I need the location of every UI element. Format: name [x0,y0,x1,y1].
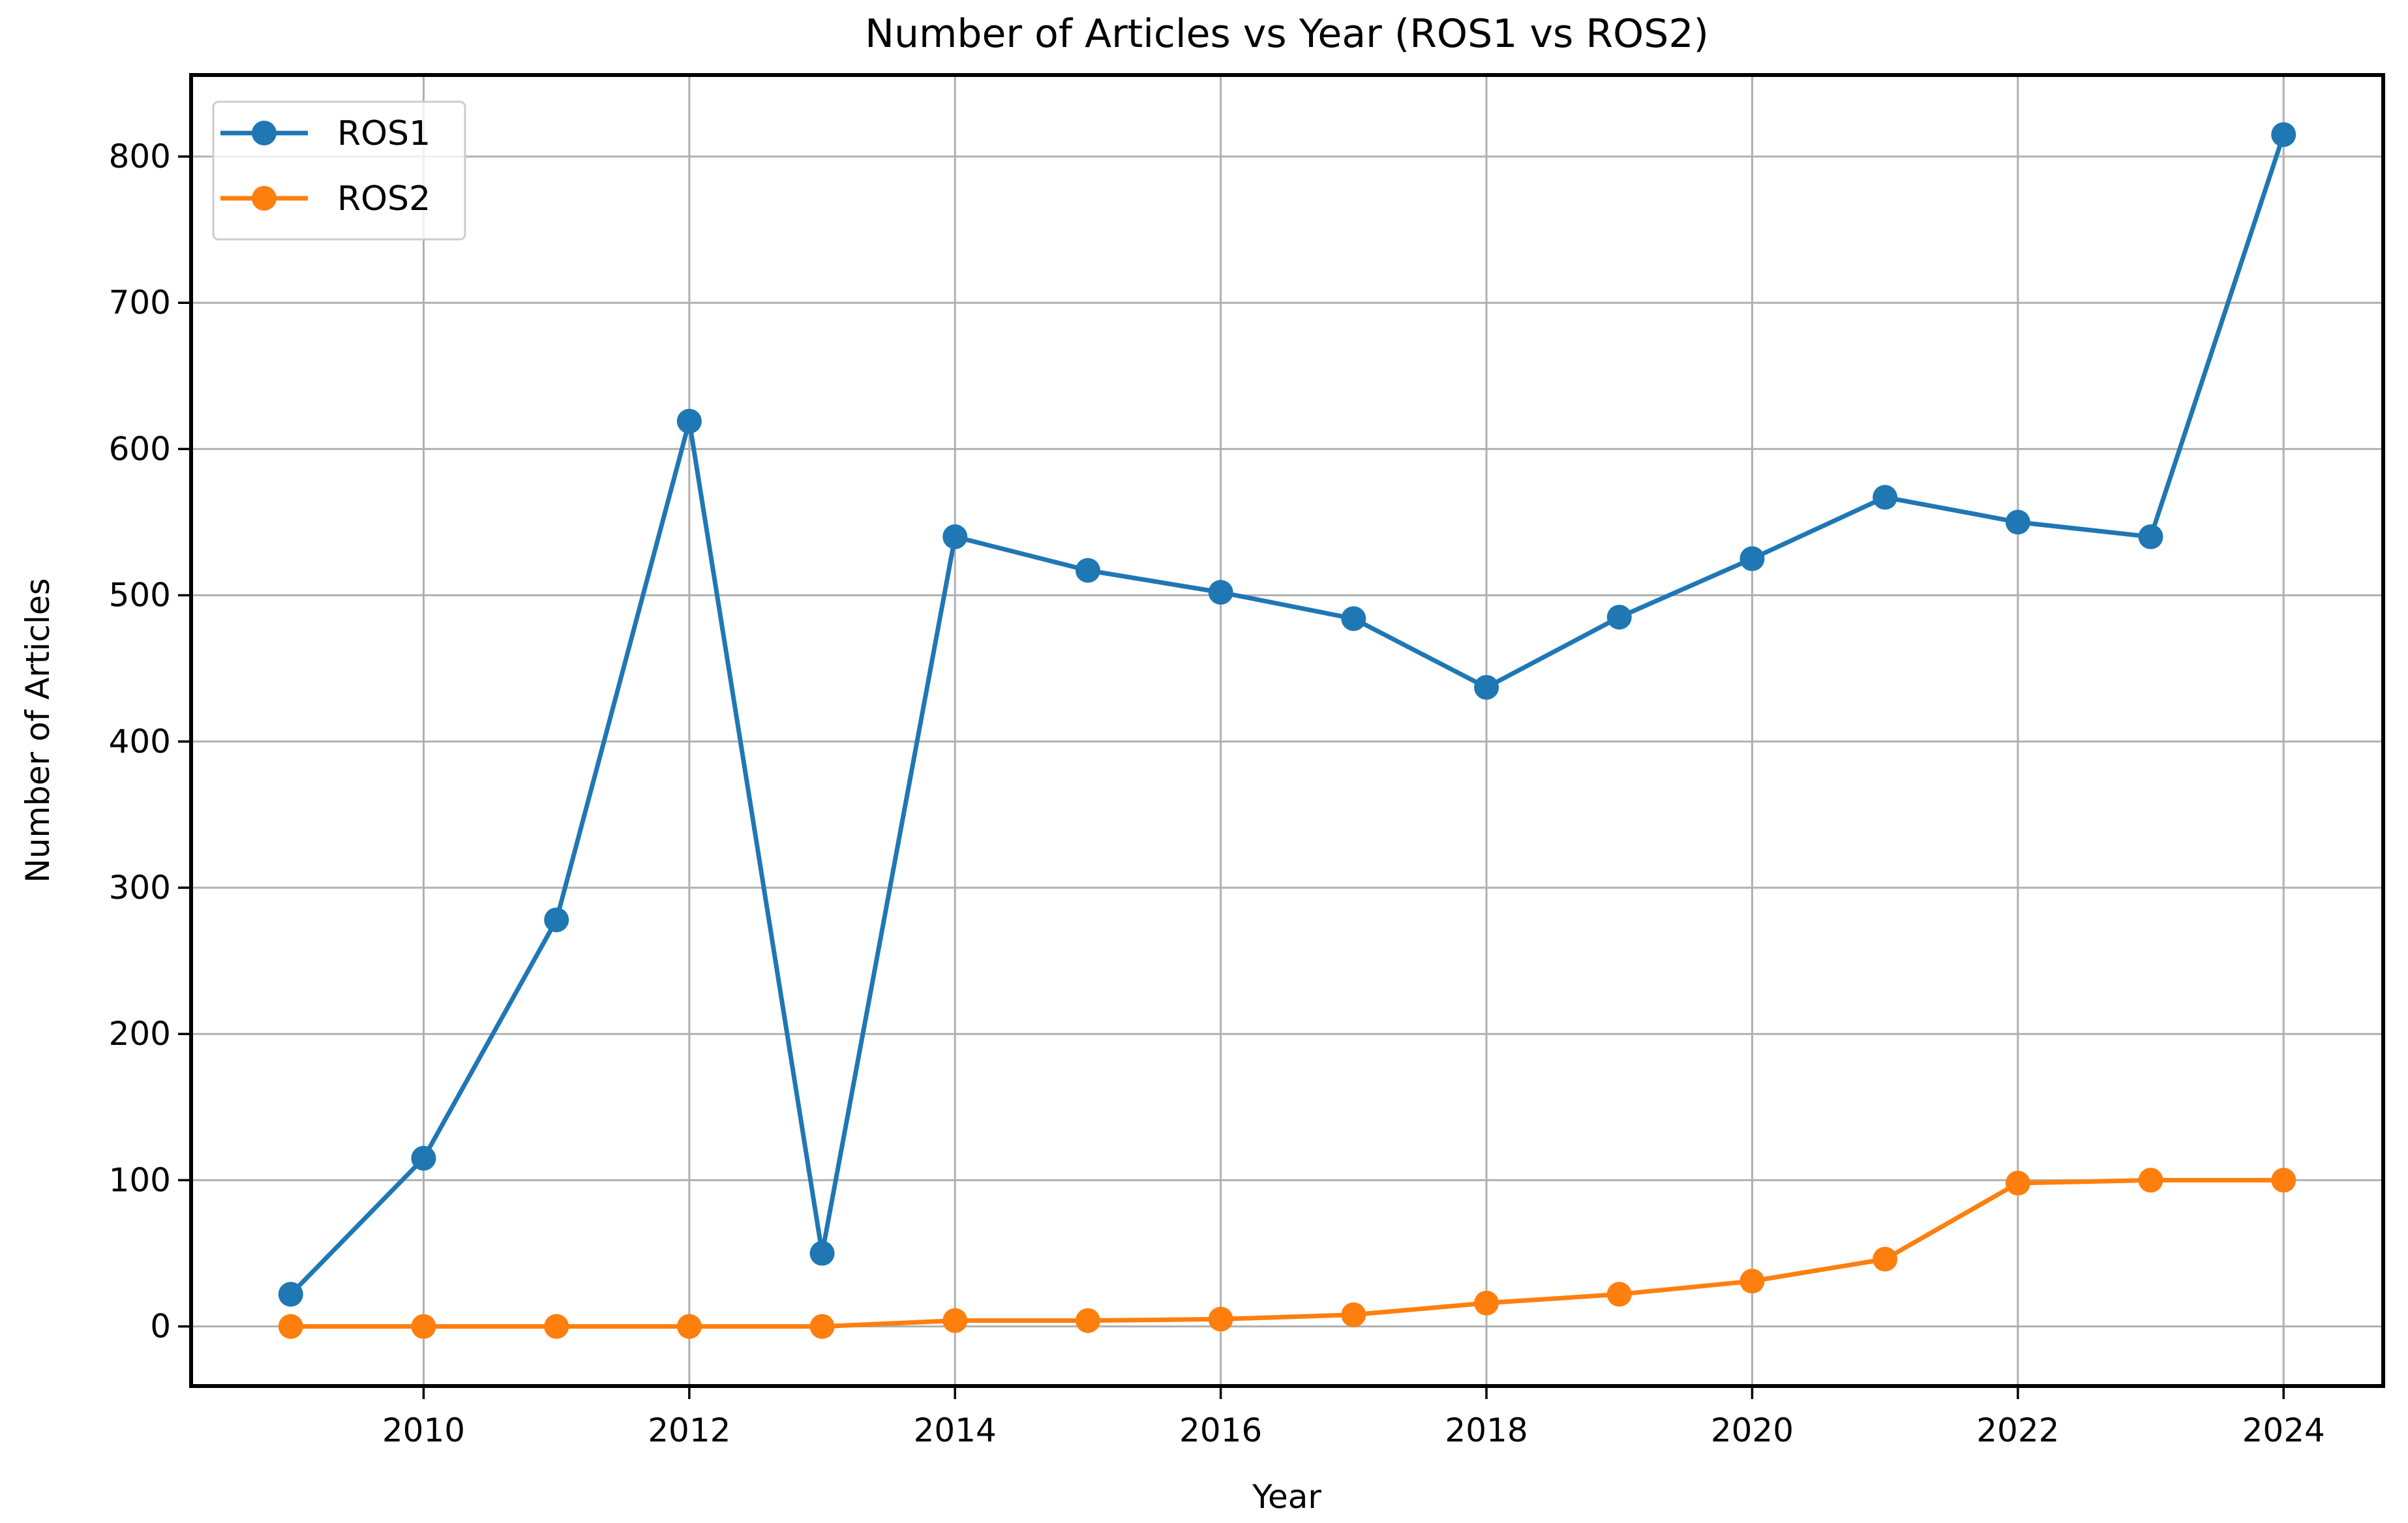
x-tick-label: 2016 [1179,1411,1262,1449]
data-point-ros2 [544,1314,569,1339]
data-point-ros1 [1873,485,1898,510]
data-point-ros2 [278,1314,303,1339]
data-point-ros2 [942,1308,968,1333]
legend-item-ros2: ROS2 [220,179,430,219]
data-point-ros2 [1341,1302,1366,1327]
x-tick-label: 2012 [648,1411,730,1449]
x-tick-label: 2022 [1976,1411,2059,1449]
legend-box [212,100,466,241]
data-point-ros2 [809,1314,835,1339]
series-line-ros2 [288,1177,2286,1329]
data-point-ros1 [2271,122,2296,147]
x-axis-label: Year [1252,1478,1321,1516]
data-point-ros1 [676,408,702,434]
data-point-ros1 [411,1145,436,1171]
data-point-ros2 [1208,1306,1233,1332]
data-point-ros1 [2138,524,2163,549]
y-tick-label: 500 [109,577,171,614]
data-point-ros2 [1739,1269,1765,1294]
y-tick-label: 0 [150,1308,171,1346]
plot-area [191,75,2383,1386]
data-point-ros1 [278,1282,303,1307]
data-point-ros1 [1075,558,1100,583]
data-point-ros1 [1341,606,1366,631]
data-point-ros2 [2138,1168,2163,1193]
data-point-ros1 [1474,674,1499,700]
data-point-ros2 [1474,1290,1499,1316]
data-point-ros2 [1873,1246,1898,1272]
series-line-ros1 [288,132,2286,1297]
legend-marker-circle [252,186,277,211]
data-point-ros2 [676,1314,702,1339]
data-point-ros2 [411,1314,436,1339]
y-tick-label: 100 [109,1161,171,1199]
legend-label: ROS1 [337,114,430,153]
axis-ticks [178,155,2285,1399]
x-tick-label: 2014 [914,1411,997,1449]
data-point-ros2 [1075,1308,1100,1333]
chart-title: Number of Articles vs Year (ROS1 vs ROS2… [865,11,1709,57]
legend: ROS1 ROS2 [212,100,466,241]
legend-marker-circle [252,121,277,145]
y-axis-label: Number of Articles [19,578,57,882]
legend-item-ros1: ROS1 [220,114,430,153]
data-point-ros1 [1208,580,1233,605]
plot-border [189,73,2385,1388]
y-tick-label: 200 [109,1015,171,1053]
data-point-ros2 [2005,1170,2030,1196]
data-point-ros1 [1606,605,1632,630]
data-point-ros2 [1606,1282,1632,1307]
y-tick-label: 700 [109,284,171,322]
y-tick-label: 300 [109,869,171,907]
y-tick-label: 400 [109,723,171,761]
data-point-ros1 [2005,509,2030,535]
data-point-ros2 [2271,1168,2296,1193]
data-point-ros1 [544,907,569,933]
axis-tick-labels: 2010 2012 2014 2016 2018 2020 2022 2024 0 100 200 3… [109,138,2325,1449]
y-tick-label: 800 [109,138,171,175]
data-point-ros1 [809,1241,835,1266]
x-tick-label: 2020 [1711,1411,1794,1449]
data-series-layer [278,122,2296,1339]
x-tick-label: 2018 [1445,1411,1528,1449]
x-tick-label: 2010 [382,1411,465,1449]
data-point-ros1 [942,524,968,549]
x-tick-label: 2024 [2242,1411,2325,1449]
data-point-ros1 [1739,546,1765,571]
y-tick-label: 600 [109,430,171,468]
legend-label: ROS2 [337,179,430,219]
